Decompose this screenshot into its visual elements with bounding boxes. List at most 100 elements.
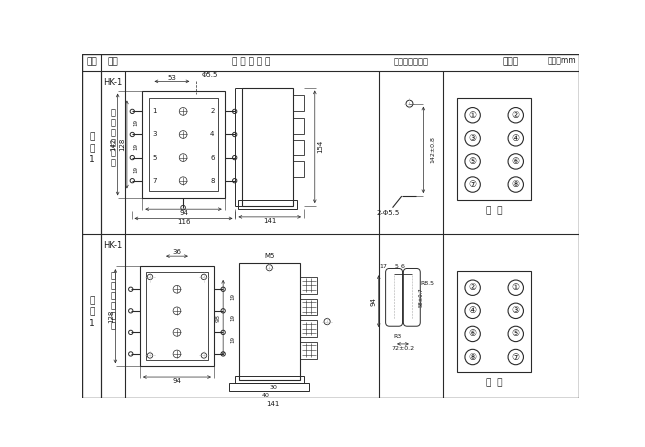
Text: 出: 出 [110,118,115,127]
Bar [300,277,317,294]
Bar [235,375,304,383]
Text: ①: ① [511,283,520,292]
Text: 7: 7 [152,178,157,184]
Text: 19: 19 [230,293,235,299]
Text: 端子图: 端子图 [502,58,519,67]
Bar [293,95,304,110]
Text: 3: 3 [152,131,157,138]
Text: 94: 94 [179,210,188,216]
Text: ③: ③ [511,306,520,315]
Text: 40: 40 [262,393,270,398]
Text: 116: 116 [177,219,190,225]
Text: ⑧: ⑧ [511,180,520,189]
Text: 141: 141 [266,401,280,407]
Text: 128: 128 [108,309,114,323]
Text: ⑤: ⑤ [511,329,520,338]
Bar [457,98,531,200]
Text: ⑤: ⑤ [468,157,477,166]
Text: 2: 2 [210,108,215,114]
Text: HK-1: HK-1 [103,78,123,87]
Text: ⑥: ⑥ [511,157,520,166]
Text: 19: 19 [230,336,235,343]
Text: 128: 128 [119,138,125,151]
Bar [242,88,293,206]
Text: 154: 154 [317,140,323,153]
Text: ⑦: ⑦ [511,353,520,362]
Text: 凸: 凸 [110,109,115,118]
Text: 19: 19 [134,143,139,150]
Bar [239,263,300,380]
Text: 19: 19 [134,119,139,127]
Bar [140,266,214,366]
Text: 附: 附 [89,296,95,305]
Text: R8.5: R8.5 [420,281,434,287]
Text: 142: 142 [110,138,116,151]
Text: 结构: 结构 [108,58,119,67]
Text: HK-1: HK-1 [103,241,123,250]
Text: ④: ④ [511,134,520,143]
Text: 前: 前 [110,139,115,148]
Text: 2-Φ5.5: 2-Φ5.5 [376,210,399,216]
Text: 141: 141 [263,218,277,224]
Bar [300,342,317,358]
Text: 17: 17 [379,264,387,269]
Text: 接: 接 [110,148,115,157]
Text: 5: 5 [152,155,157,160]
Text: 8: 8 [210,178,215,184]
Text: 图: 图 [89,144,95,153]
Text: 后: 后 [110,302,115,311]
Text: ③: ③ [468,134,477,143]
Text: 58±0.7: 58±0.7 [419,287,424,307]
Text: 安装开孔尺尺图: 安装开孔尺尺图 [393,58,428,67]
Text: 6: 6 [401,264,405,269]
Text: ④: ④ [468,306,477,315]
Text: 19: 19 [230,314,235,321]
Bar [457,271,531,372]
Text: 式: 式 [110,292,115,301]
Bar [300,299,317,316]
Bar [293,161,304,177]
Text: 4: 4 [210,131,215,138]
Text: 1: 1 [89,156,95,164]
Bar [293,118,304,134]
Text: 98: 98 [215,314,220,322]
Text: ⑧: ⑧ [468,353,477,362]
Text: 前  视: 前 视 [486,206,502,215]
Text: 图: 图 [89,308,95,316]
Text: 式: 式 [110,128,115,137]
Text: ②: ② [511,111,520,120]
Text: 凸: 凸 [110,272,115,281]
Text: 36: 36 [172,249,181,255]
Text: 1: 1 [89,319,95,328]
Text: 5: 5 [395,264,399,269]
Text: ⑥: ⑥ [468,329,477,338]
Text: 30: 30 [269,385,277,390]
Text: 94: 94 [172,378,181,384]
Text: ①: ① [468,111,477,120]
Text: 线: 线 [110,322,115,331]
Text: 背  视: 背 视 [486,379,502,388]
Text: 接: 接 [110,312,115,320]
Bar [300,320,317,337]
Bar [293,140,304,155]
Text: ②: ② [468,283,477,292]
Text: 72±0.2: 72±0.2 [392,346,415,351]
Text: 线: 线 [110,159,115,168]
Text: Φ5.5: Φ5.5 [202,72,218,78]
Text: ⑦: ⑦ [468,180,477,189]
Text: R3: R3 [394,334,402,339]
Bar [238,200,297,209]
Bar [230,383,310,391]
Text: 图号: 图号 [86,58,97,67]
Text: 142±0.8: 142±0.8 [430,136,435,163]
Text: 6: 6 [210,155,215,160]
Bar [143,91,224,198]
Text: 19: 19 [134,166,139,173]
Text: 附: 附 [89,132,95,141]
Bar [146,272,208,360]
Text: 外 形 尺 尺 图: 外 形 尺 尺 图 [232,58,271,67]
Bar [149,97,218,191]
Text: M5: M5 [264,253,275,259]
Text: 单位：mm: 单位：mm [548,57,577,66]
Text: 94: 94 [370,297,376,306]
